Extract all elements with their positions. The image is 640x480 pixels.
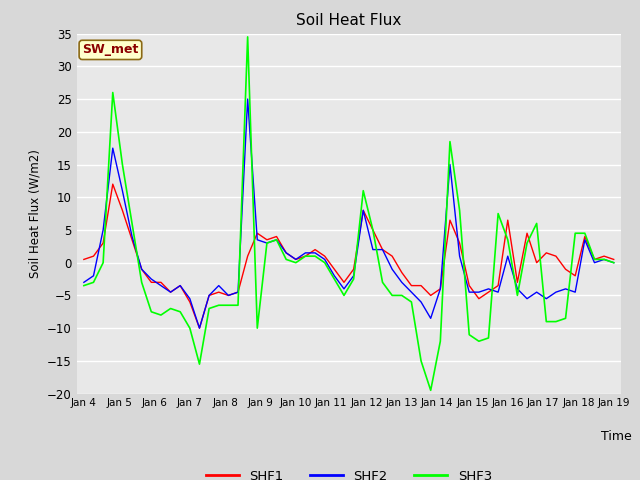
Legend: SHF1, SHF2, SHF3: SHF1, SHF2, SHF3 [200,464,497,480]
Y-axis label: Soil Heat Flux (W/m2): Soil Heat Flux (W/m2) [29,149,42,278]
Title: Soil Heat Flux: Soil Heat Flux [296,13,401,28]
X-axis label: Time: Time [601,430,632,443]
Text: SW_met: SW_met [82,43,139,56]
